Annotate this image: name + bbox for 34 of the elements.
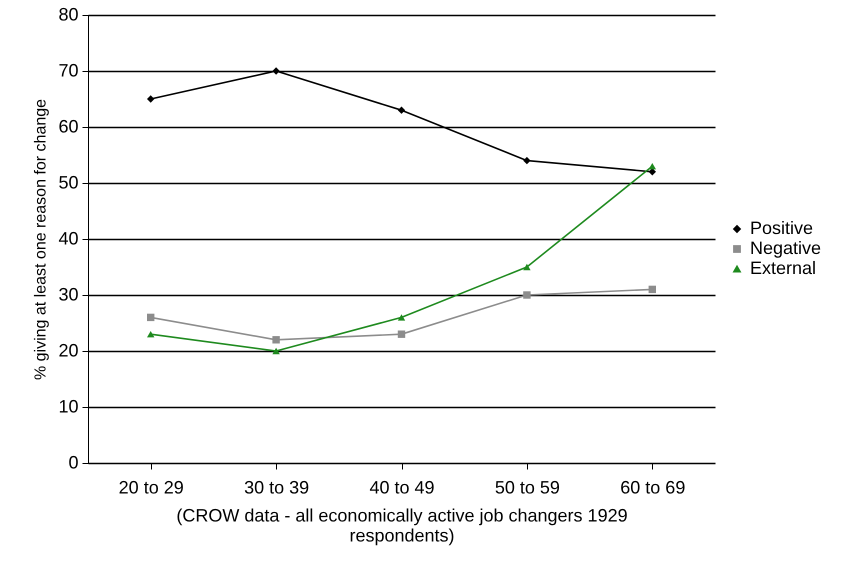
point (272, 336, 280, 344)
y-tick-label: 0 (68, 452, 78, 472)
point (146, 330, 154, 338)
point (648, 168, 656, 176)
legend-label: External (750, 258, 816, 278)
point (523, 156, 531, 164)
point (146, 95, 154, 103)
y-tick-label: 50 (58, 172, 78, 192)
x-tick-label: 60 to 69 (620, 478, 686, 498)
point (272, 67, 280, 75)
x-tick-label: 20 to 29 (118, 478, 184, 498)
point (523, 264, 531, 270)
point (523, 291, 531, 299)
y-tick-label: 10 (58, 396, 78, 416)
point (398, 314, 406, 321)
y-axis-title: % giving at least one reason for change (32, 98, 50, 380)
y-tick-label: 60 (58, 116, 78, 136)
y-tick-label: 40 (58, 228, 78, 248)
point (398, 330, 406, 338)
legend-label: Positive (750, 218, 814, 238)
point (146, 314, 154, 322)
x-axis-title: (CROW data - all economically active job changers 1929 respondents) (176, 506, 628, 546)
x-tick-label: 40 to 49 (369, 478, 435, 498)
x-tick-label: 50 to 59 (494, 478, 560, 498)
point (398, 106, 406, 114)
point (648, 286, 656, 294)
legend-label: Negative (750, 238, 822, 258)
x-tick-label: 30 to 39 (244, 478, 310, 498)
y-tick-label: 80 (58, 4, 78, 24)
y-tick-label: 20 (58, 340, 78, 360)
point (272, 348, 280, 354)
point (648, 162, 656, 170)
y-tick-label: 70 (58, 60, 78, 80)
y-tick-label: 30 (58, 284, 78, 304)
